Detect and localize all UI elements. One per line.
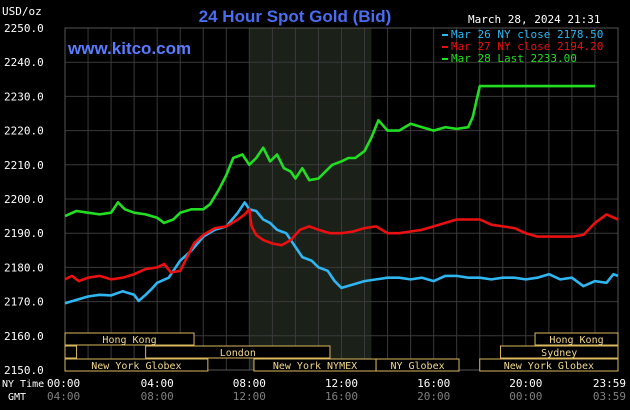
market-band-label: NY Globex bbox=[390, 361, 444, 372]
x-tick-label-gmt: 16:00 bbox=[325, 390, 358, 403]
y-tick-label: 2200.0 bbox=[4, 193, 44, 206]
series-line bbox=[64, 84, 595, 225]
y-tick-label: 2170.0 bbox=[4, 296, 44, 309]
unit-label: USD/oz bbox=[2, 5, 42, 18]
y-tick-label: 2190.0 bbox=[4, 227, 44, 240]
x-tick-label-gmt: 08:00 bbox=[141, 390, 174, 403]
market-band-label: New York NYMEX bbox=[273, 361, 357, 372]
legend-entry: Mar 28 Last 2233.00 bbox=[451, 52, 577, 65]
y-tick-label: 2210.0 bbox=[4, 159, 44, 172]
market-bands-layer: Hong Kong London New York Globex New York N… bbox=[64, 332, 619, 372]
market-band-label: Sydney bbox=[541, 348, 577, 359]
market-band bbox=[64, 345, 78, 359]
y-tick-label: 2160.0 bbox=[4, 330, 44, 343]
series-line bbox=[64, 208, 619, 283]
x-tick-label-gmt: 04:00 bbox=[47, 390, 80, 403]
x-tick-label-ny: 04:00 bbox=[141, 377, 174, 390]
market-band-label: London bbox=[220, 348, 256, 359]
market-band bbox=[64, 358, 209, 372]
chart-title: 24 Hour Spot Gold (Bid) bbox=[199, 7, 392, 26]
market-band bbox=[64, 332, 195, 346]
x-tick-label-ny: 16:00 bbox=[417, 377, 450, 390]
market-band-label: New York Globex bbox=[91, 361, 181, 372]
market-band bbox=[534, 332, 619, 346]
ny-time-row-label: NY Time bbox=[2, 379, 44, 390]
x-tick-label-ny: 20:00 bbox=[509, 377, 542, 390]
market-band bbox=[145, 345, 331, 359]
x-tick-label-gmt: 00:00 bbox=[509, 390, 542, 403]
y-tick-label: 2180.0 bbox=[4, 261, 44, 274]
market-band bbox=[375, 358, 460, 372]
y-tick-label: 2150.0 bbox=[4, 364, 44, 377]
y-tick-label: 2250.0 bbox=[4, 22, 44, 35]
market-band-label: Hong Kong bbox=[102, 335, 156, 346]
series-layer bbox=[64, 84, 619, 305]
x-tick-labels: 00:0004:0004:0008:0008:0012:0012:0016:00… bbox=[47, 377, 626, 403]
legend-entry: Mar 27 NY close 2194.20 bbox=[451, 40, 603, 53]
market-band-label: Hong Kong bbox=[549, 335, 603, 346]
y-tick-label: 2220.0 bbox=[4, 125, 44, 138]
x-tick-label-ny: 23:59 bbox=[593, 377, 626, 390]
y-tick-label: 2240.0 bbox=[4, 56, 44, 69]
x-tick-label-gmt: 20:00 bbox=[417, 390, 450, 403]
site-watermark: www.kitco.com bbox=[67, 39, 191, 58]
y-tick-labels: 2150.0 2160.0 2170.0 2180.0 2190.0 2200.0 2210… bbox=[4, 22, 44, 377]
market-band bbox=[479, 358, 619, 372]
x-tick-label-gmt: 12:00 bbox=[233, 390, 266, 403]
x-tick-label-gmt: 03:59 bbox=[593, 390, 626, 403]
grid-layer bbox=[64, 27, 619, 371]
gmt-row-label: GMT bbox=[8, 392, 26, 403]
market-band bbox=[499, 345, 619, 359]
legend-entry: Mar 26 NY close 2178.50 bbox=[451, 28, 603, 41]
x-tick-label-ny: 00:00 bbox=[47, 377, 80, 390]
x-tick-label-ny: 12:00 bbox=[325, 377, 358, 390]
timestamp-label: March 28, 2024 21:31 bbox=[468, 13, 600, 26]
x-tick-label-ny: 08:00 bbox=[233, 377, 266, 390]
y-tick-label: 2230.0 bbox=[4, 90, 44, 103]
series-line bbox=[64, 201, 619, 305]
market-band-label: New York Globex bbox=[504, 361, 594, 372]
